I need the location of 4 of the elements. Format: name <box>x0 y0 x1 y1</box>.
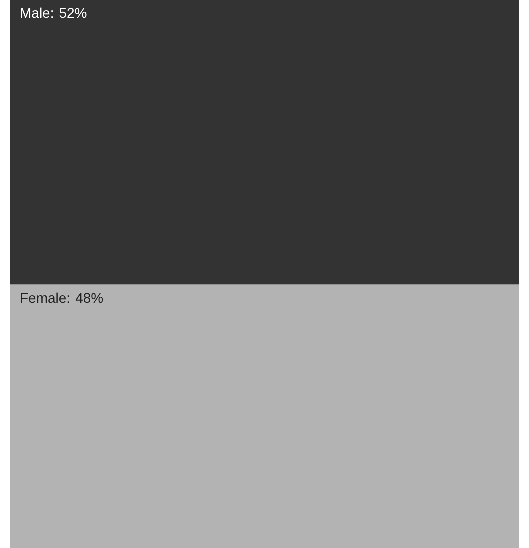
series-label: Male: <box>20 4 54 21</box>
series-label: Female: <box>20 290 71 306</box>
data-label: 48% <box>76 290 104 306</box>
data-label: 52% <box>59 4 88 21</box>
